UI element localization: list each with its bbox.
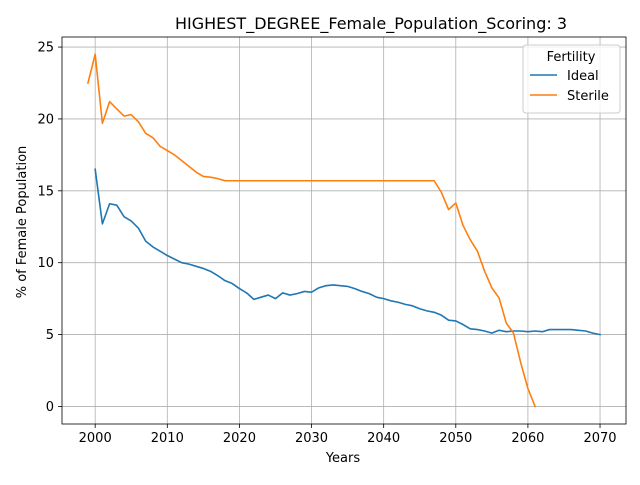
x-tick-label: 2020 [223, 431, 256, 446]
legend-title: Fertility [547, 50, 596, 65]
chart-title: HIGHEST_DEGREE_Female_Population_Scoring… [175, 14, 567, 34]
series-line-sterile [86, 53, 537, 408]
x-tick-label: 2000 [79, 431, 112, 446]
y-axis-ticks: 0 5 10 15 20 25 [37, 41, 62, 415]
x-tick-label: 2050 [439, 431, 472, 446]
y-tick-label: 15 [37, 184, 54, 199]
y-tick-label: 5 [46, 328, 54, 343]
y-tick-label: 20 [37, 112, 54, 127]
x-tick-label: 2060 [511, 431, 544, 446]
x-tick-label: 2070 [583, 431, 616, 446]
y-tick-label: 0 [46, 400, 54, 415]
x-axis-label: Years [325, 451, 361, 466]
y-axis-label: % of Female Population [15, 146, 30, 299]
legend: Fertility Ideal Sterile [522, 44, 621, 114]
x-axis-ticks: 2000 2010 2020 2030 2040 2050 2060 2070 [79, 424, 617, 446]
y-tick-label: 10 [37, 256, 54, 271]
legend-label-ideal: Ideal [567, 69, 599, 84]
x-tick-label: 2040 [367, 431, 400, 446]
x-tick-label: 2010 [151, 431, 184, 446]
legend-entries: Ideal Sterile [530, 69, 609, 104]
series-lines [86, 53, 601, 408]
plot-area-frame [61, 36, 627, 425]
x-tick-label: 2030 [295, 431, 328, 446]
legend-label-sterile: Sterile [567, 89, 609, 104]
series-line-ideal [94, 168, 601, 336]
legend-frame [522, 44, 621, 114]
y-tick-label: 25 [37, 41, 54, 56]
